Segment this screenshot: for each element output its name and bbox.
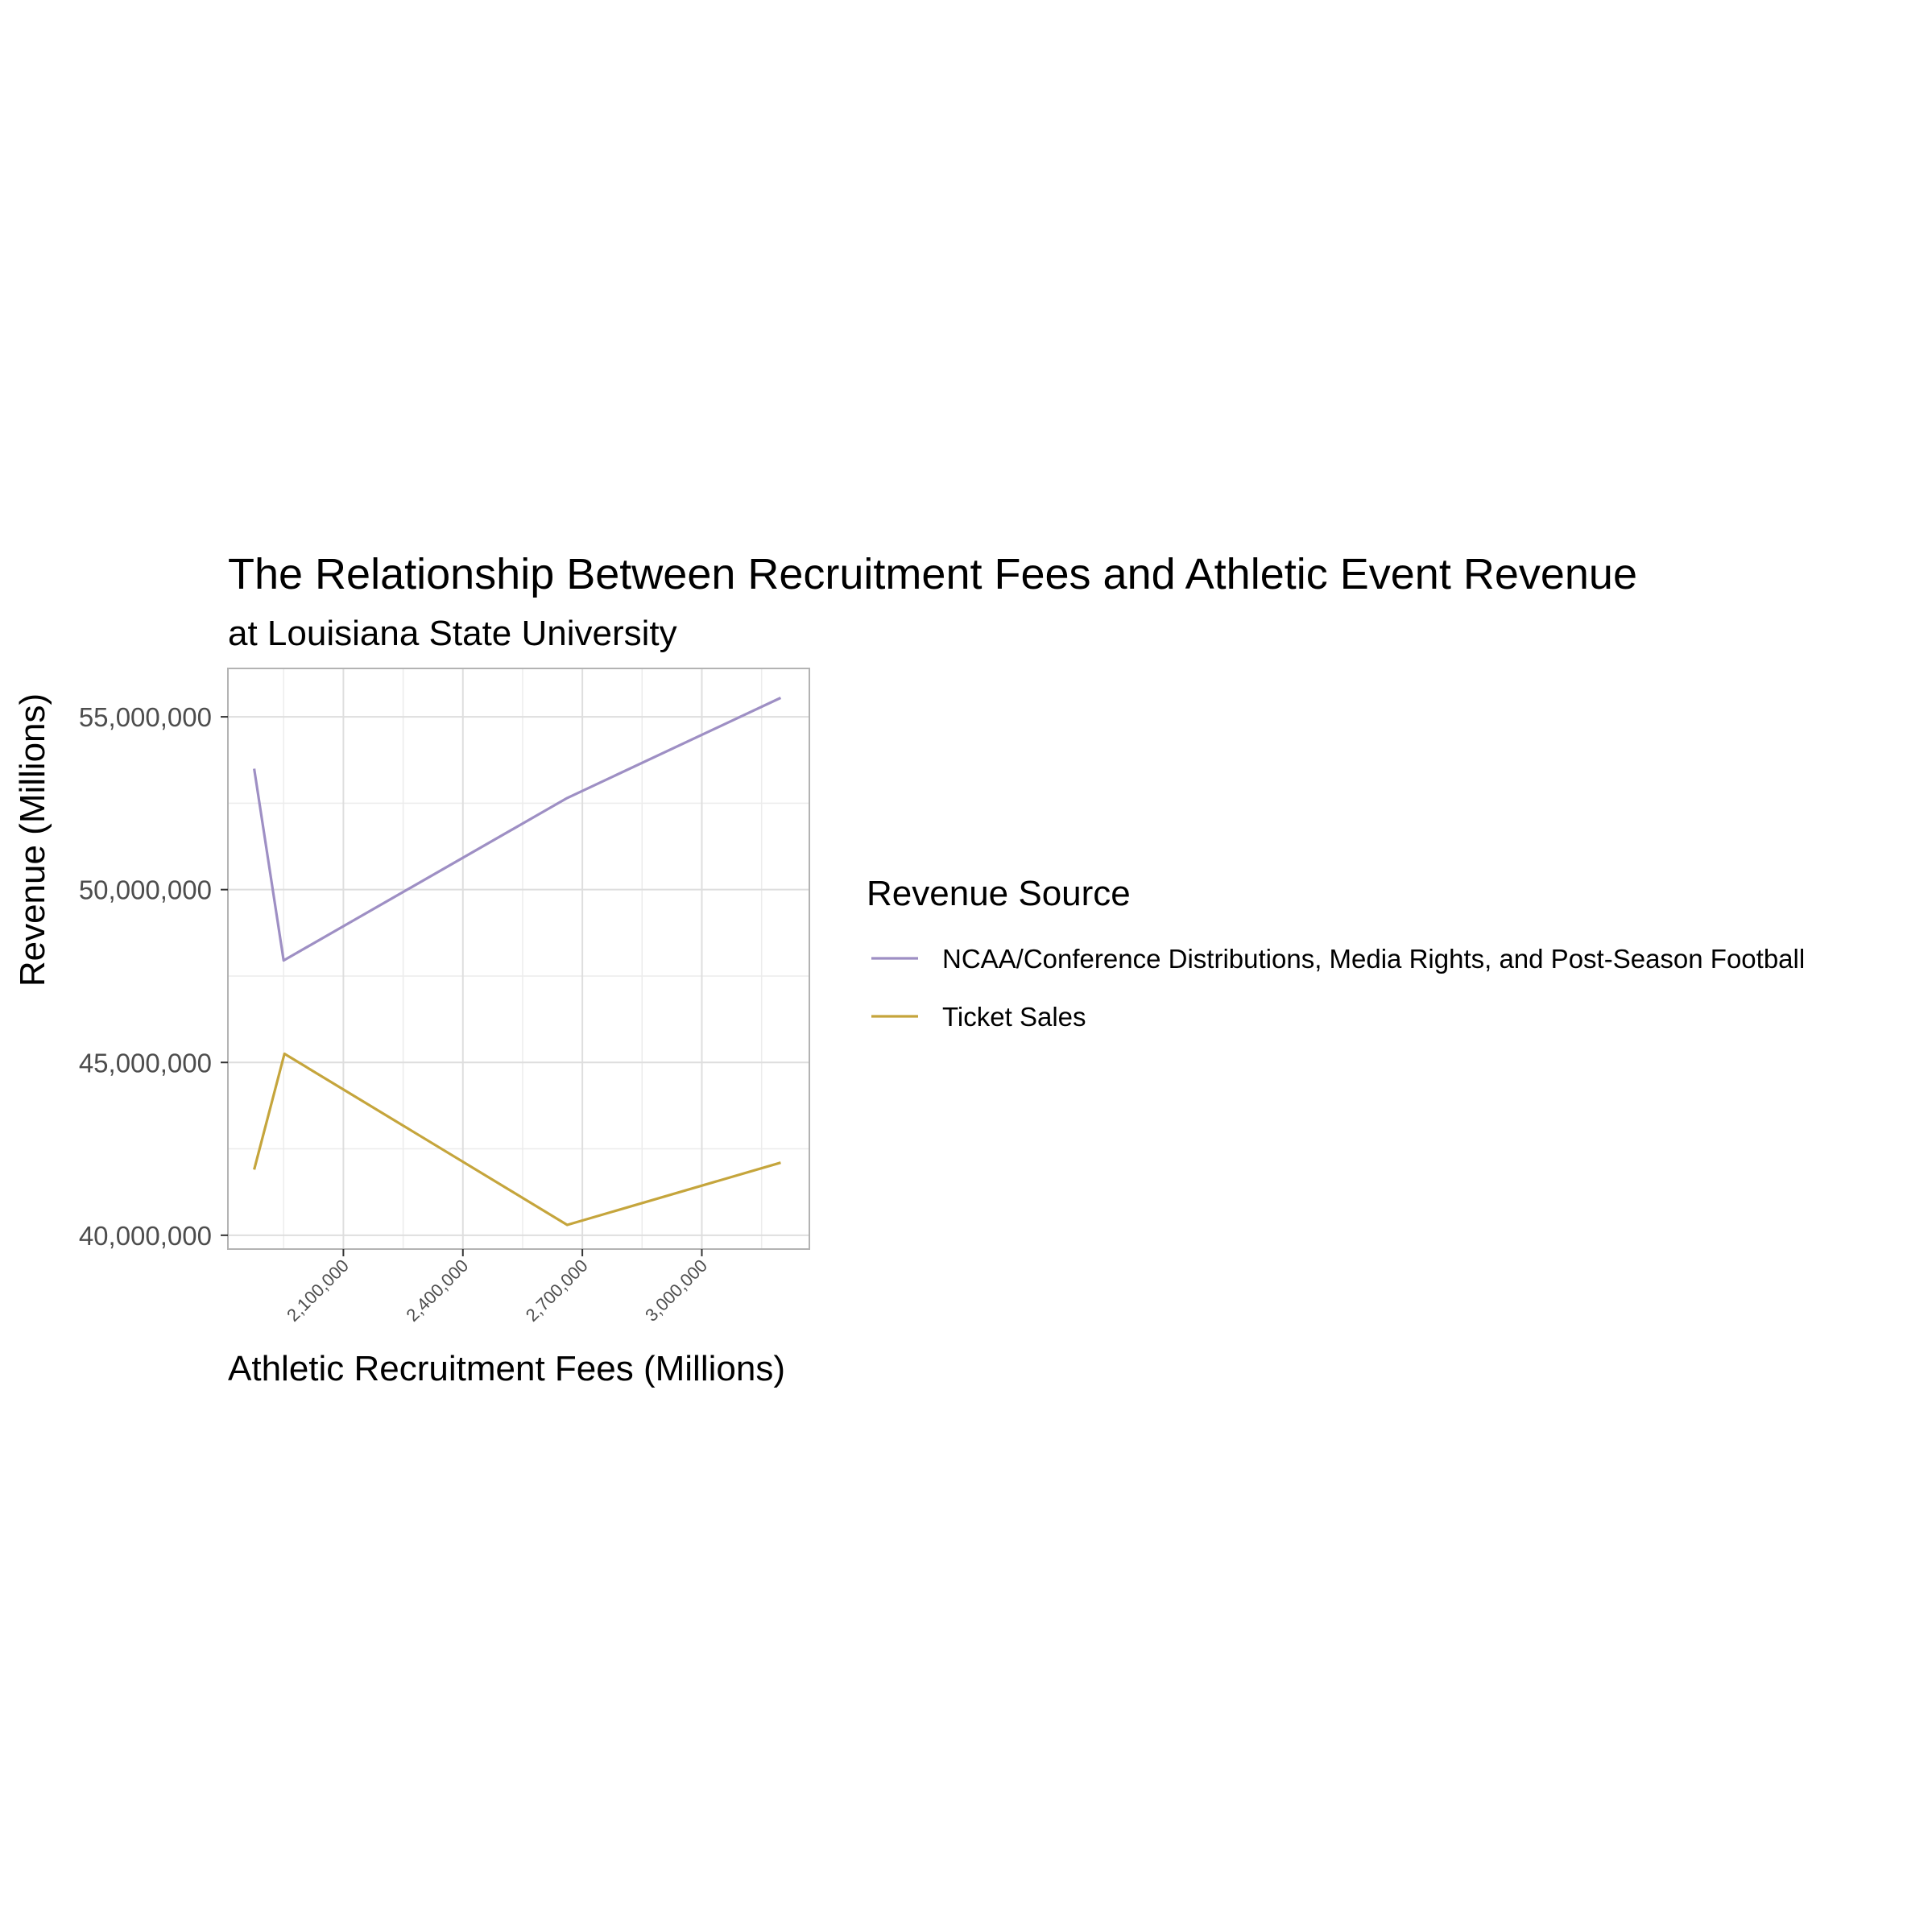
grid-minor <box>228 668 809 1249</box>
series-lines <box>253 697 782 1227</box>
plot-area <box>227 668 810 1250</box>
y-axis-ticks: 40,000,000 45,000,000 50,000,000 55,000,000 <box>79 702 228 1251</box>
y-axis-title: Revenue (Millions) <box>13 693 52 987</box>
legend: Revenue Source NCAA/Conference Distribut… <box>867 874 1805 1032</box>
y-tick-label: 55,000,000 <box>79 702 212 732</box>
series-line-1 <box>253 697 782 962</box>
y-tick-label: 45,000,000 <box>79 1048 212 1078</box>
y-tick-label: 50,000,000 <box>79 875 212 905</box>
chart-title: The Relationship Between Recruitment Fee… <box>228 550 1637 598</box>
plot-border <box>227 668 810 1250</box>
y-tick-label: 40,000,000 <box>79 1221 212 1251</box>
x-tick-label: 2,700,000 <box>522 1256 592 1326</box>
x-tick-label: 2,400,000 <box>402 1256 472 1326</box>
legend-items: NCAA/Conference Distributions, Media Rig… <box>871 944 1805 1032</box>
x-axis-ticks: 2,100,000 2,400,000 2,700,000 3,000,000 <box>283 1249 711 1326</box>
legend-label-2: Ticket Sales <box>942 1002 1086 1032</box>
legend-label-1: NCAA/Conference Distributions, Media Rig… <box>942 944 1805 974</box>
x-axis-title: Athletic Recruitment Fees (Millions) <box>228 1349 785 1388</box>
grid-major <box>228 668 809 1249</box>
series-line-2 <box>253 1052 781 1227</box>
legend-title: Revenue Source <box>867 874 1131 913</box>
chart-subtitle: at Louisiana State University <box>228 614 677 653</box>
x-tick-label: 2,100,000 <box>283 1256 353 1326</box>
x-tick-label: 3,000,000 <box>641 1256 711 1326</box>
